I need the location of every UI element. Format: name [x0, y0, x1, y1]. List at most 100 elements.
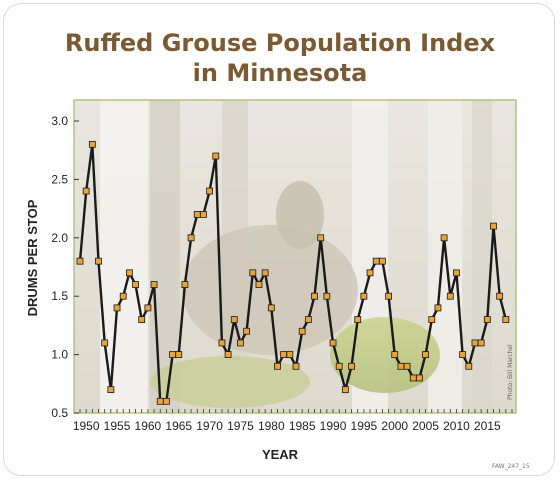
data-point [181, 281, 189, 288]
data-point [280, 351, 288, 359]
data-point [453, 269, 460, 277]
data-point [237, 339, 244, 347]
x-tick-label: 1980 [258, 419, 285, 433]
data-point [113, 304, 121, 312]
data-point [243, 327, 251, 335]
data-point [317, 234, 325, 242]
data-point [311, 292, 318, 300]
data-point [150, 281, 158, 288]
y-tick-label: 1.0 [51, 348, 68, 362]
data-point [230, 316, 238, 323]
data-point [292, 362, 300, 370]
x-tick-label: 1950 [73, 419, 100, 433]
data-point [378, 257, 386, 265]
data-point [88, 140, 96, 148]
data-point [459, 351, 467, 359]
x-tick-label: 1995 [351, 419, 378, 433]
data-point [119, 292, 127, 300]
plot-border [73, 99, 517, 414]
data-point [372, 257, 380, 265]
data-point [471, 339, 479, 347]
data-point [286, 351, 294, 359]
data-point [428, 316, 436, 323]
data-point [261, 269, 269, 277]
series-line [78, 143, 507, 403]
x-tick-label: 1985 [289, 419, 316, 433]
y-tick-label: 0.5 [51, 406, 68, 420]
x-tick-label: 1965 [165, 419, 192, 433]
figure-code: FAW_247_15 [492, 463, 530, 470]
data-series [76, 140, 510, 405]
data-point [200, 211, 207, 218]
y-tick-label: 1.5 [51, 289, 68, 303]
data-point [187, 234, 195, 242]
data-point [483, 316, 491, 323]
x-tick-label: 2010 [443, 419, 470, 433]
y-axis: 0.5 1.0 1.5 2.0 2.5 3.0 [51, 114, 79, 420]
data-point [397, 362, 405, 370]
x-tick-label: 1970 [196, 419, 223, 433]
data-point [156, 397, 164, 405]
data-point [360, 292, 368, 300]
data-point [323, 292, 331, 300]
data-point [391, 351, 399, 359]
data-point [218, 339, 226, 347]
y-tick-label: 2.0 [51, 231, 68, 245]
data-point [206, 187, 214, 195]
data-point [385, 292, 392, 300]
data-point [496, 292, 504, 300]
data-point [212, 152, 220, 160]
data-point [76, 257, 84, 265]
data-point [255, 281, 263, 288]
data-point [416, 374, 423, 382]
data-point [125, 269, 133, 277]
data-point [267, 304, 275, 312]
data-point [434, 304, 442, 312]
x-tick-label: 1975 [227, 419, 254, 433]
chart-title: Ruffed Grouse Population Index in Minnes… [0, 28, 560, 88]
data-point [348, 362, 355, 370]
y-axis-label: DRUMS PER STOP [25, 199, 40, 316]
data-point [422, 351, 430, 359]
data-point [138, 316, 146, 323]
data-point [274, 362, 281, 370]
data-point [335, 362, 343, 370]
x-tick-label: 1955 [104, 419, 131, 433]
data-point [82, 187, 90, 195]
data-point [490, 222, 497, 230]
data-point [101, 339, 109, 347]
data-point [169, 351, 176, 359]
data-point [409, 374, 417, 382]
data-point [132, 281, 139, 288]
y-tick-label: 2.5 [51, 172, 68, 186]
data-point [465, 362, 473, 370]
data-point [477, 339, 485, 347]
data-point [366, 269, 374, 277]
x-tick-label: 1960 [135, 419, 162, 433]
x-axis: 1950 1955 1960 1965 1970 1975 1980 1985 1990 1995… [73, 409, 513, 433]
data-point [329, 339, 337, 347]
x-tick-label: 2000 [381, 419, 408, 433]
chart-title-line-1: Ruffed Grouse Population Index [64, 29, 496, 57]
data-point [403, 362, 411, 370]
y-tick-label: 3.0 [51, 114, 68, 128]
x-tick-label: 2005 [412, 419, 439, 433]
chart-title-line-2: in Minnesota [192, 59, 368, 87]
data-point [144, 304, 152, 312]
data-point [95, 257, 102, 265]
data-point [304, 316, 312, 323]
data-point [175, 351, 183, 359]
photo-credit: Photo: Bill Marchel [507, 344, 514, 400]
x-tick-label: 1990 [320, 419, 347, 433]
data-point [341, 386, 349, 394]
data-point [224, 351, 232, 359]
x-axis-label: YEAR [262, 447, 299, 462]
data-point [440, 234, 448, 242]
data-point [502, 316, 510, 323]
data-point [298, 327, 306, 335]
data-point [354, 316, 362, 323]
data-point [162, 397, 170, 405]
data-point [107, 386, 115, 394]
data-point [193, 211, 201, 218]
